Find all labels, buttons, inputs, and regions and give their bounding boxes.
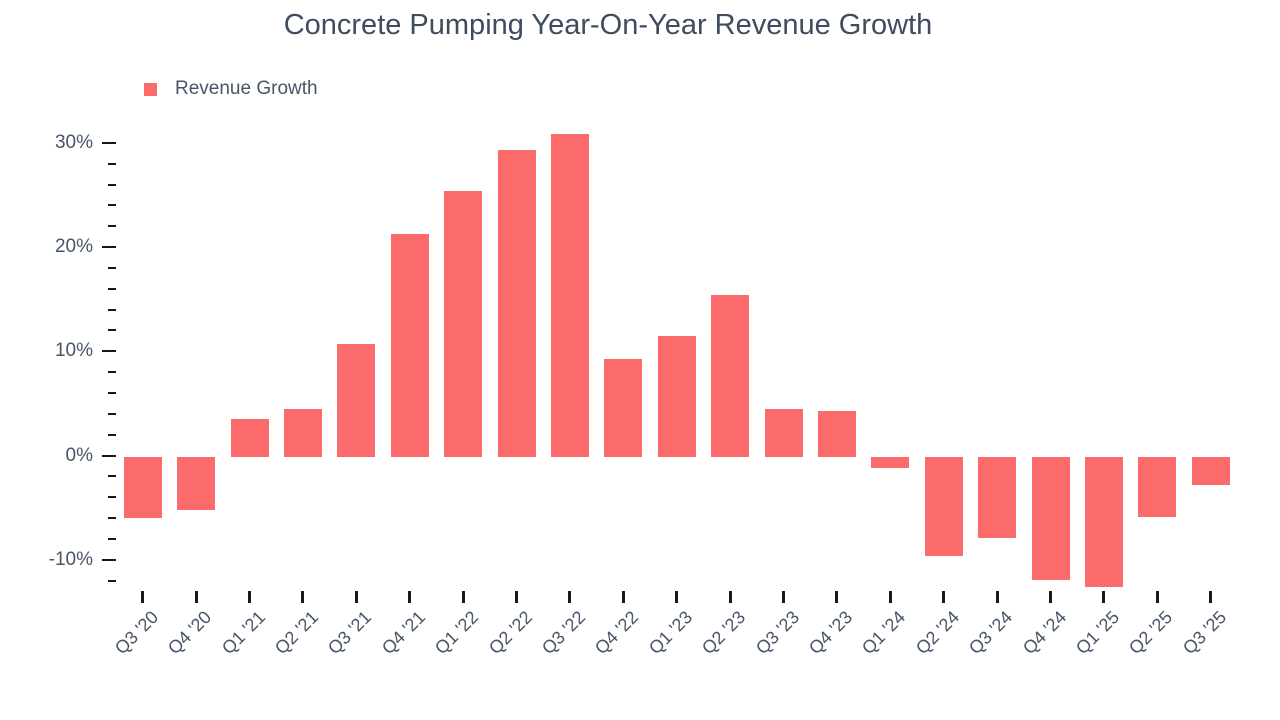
y-axis-minor-tick — [108, 475, 116, 478]
bar-q225 — [1138, 457, 1177, 518]
y-axis-label: 0% — [65, 444, 93, 466]
bar-q322 — [550, 133, 589, 457]
y-axis-minor-tick — [108, 496, 116, 499]
x-axis-tick — [888, 591, 892, 603]
y-axis-minor-tick — [108, 412, 116, 415]
bar-q325 — [1191, 457, 1230, 486]
x-axis-tick — [248, 591, 251, 603]
y-axis-label: 20% — [54, 236, 93, 258]
y-axis-minor-tick — [108, 391, 116, 394]
x-axis-tick — [408, 591, 412, 603]
x-axis-tick — [354, 591, 358, 603]
y-axis-major-tick — [102, 350, 116, 353]
legend-label: Revenue Growth — [175, 78, 318, 99]
x-axis-label: Q1 '25 — [1071, 607, 1124, 659]
bar-q320 — [123, 457, 162, 519]
bar-q424 — [1031, 457, 1070, 580]
x-axis-tick — [1155, 591, 1159, 603]
y-axis-minor-tick — [108, 183, 116, 186]
y-axis-minor-tick — [108, 287, 116, 290]
x-axis-label: Q3 '22 — [537, 607, 590, 659]
bar-q421 — [390, 233, 429, 457]
y-axis-major-tick — [102, 454, 116, 457]
y-axis-minor-tick — [108, 329, 116, 332]
bar-q321 — [337, 344, 376, 457]
bar-q121 — [230, 419, 269, 457]
bar-q324 — [978, 457, 1017, 539]
y-axis-label: 10% — [54, 340, 93, 362]
x-axis-tick — [1209, 591, 1213, 603]
x-axis-label: Q3 '20 — [110, 607, 162, 659]
y-axis-minor-tick — [108, 579, 116, 582]
chart-title: Concrete Pumping Year-On-Year Revenue Gr… — [283, 9, 933, 41]
bar-q224 — [924, 457, 963, 556]
x-axis-tick — [942, 591, 946, 603]
x-axis-label: Q4 '23 — [804, 607, 857, 659]
legend: Revenue Growth — [144, 78, 318, 100]
x-axis-tick — [995, 591, 999, 603]
x-axis-tick — [675, 591, 679, 603]
x-axis-tick — [1102, 591, 1106, 603]
y-axis-minor-tick — [108, 371, 116, 374]
x-axis-tick — [1049, 591, 1052, 603]
x-axis-label: Q2 '21 — [270, 607, 323, 659]
y-axis-label: -10% — [48, 548, 93, 570]
x-axis-tick — [728, 591, 732, 603]
bar-q125 — [1084, 457, 1123, 588]
y-axis-minor-tick — [108, 517, 116, 520]
y-axis-label: 30% — [54, 131, 93, 153]
bar-q221 — [283, 408, 322, 457]
bar-q222 — [497, 150, 536, 457]
bar-q420 — [177, 457, 216, 511]
x-axis-tick — [141, 591, 145, 603]
y-axis-major-tick — [102, 141, 116, 144]
bar-q423 — [817, 410, 856, 457]
y-axis-minor-tick — [108, 308, 116, 311]
x-axis-tick — [301, 591, 305, 603]
bar-q223 — [711, 295, 750, 457]
bar-q122 — [444, 190, 483, 457]
y-axis-major-tick — [102, 558, 116, 561]
y-axis-minor-tick — [108, 162, 116, 165]
bar-q422 — [604, 358, 643, 457]
x-axis-tick — [194, 591, 198, 603]
y-axis-minor-tick — [108, 266, 116, 269]
y-axis-minor-tick — [108, 433, 116, 436]
x-axis-tick — [461, 591, 465, 603]
y-axis-minor-tick — [108, 537, 116, 540]
x-axis-tick — [782, 591, 785, 603]
bar-q123 — [657, 335, 696, 457]
x-axis-tick — [835, 591, 839, 603]
x-axis-tick — [621, 591, 625, 603]
y-axis-minor-tick — [108, 204, 116, 207]
y-axis-major-tick — [102, 246, 116, 249]
bar-q323 — [764, 408, 803, 457]
bar-q124 — [871, 457, 910, 469]
x-axis-tick — [568, 591, 572, 603]
x-axis-tick — [515, 591, 518, 603]
legend-swatch-icon — [144, 82, 157, 96]
y-axis-minor-tick — [108, 225, 116, 228]
